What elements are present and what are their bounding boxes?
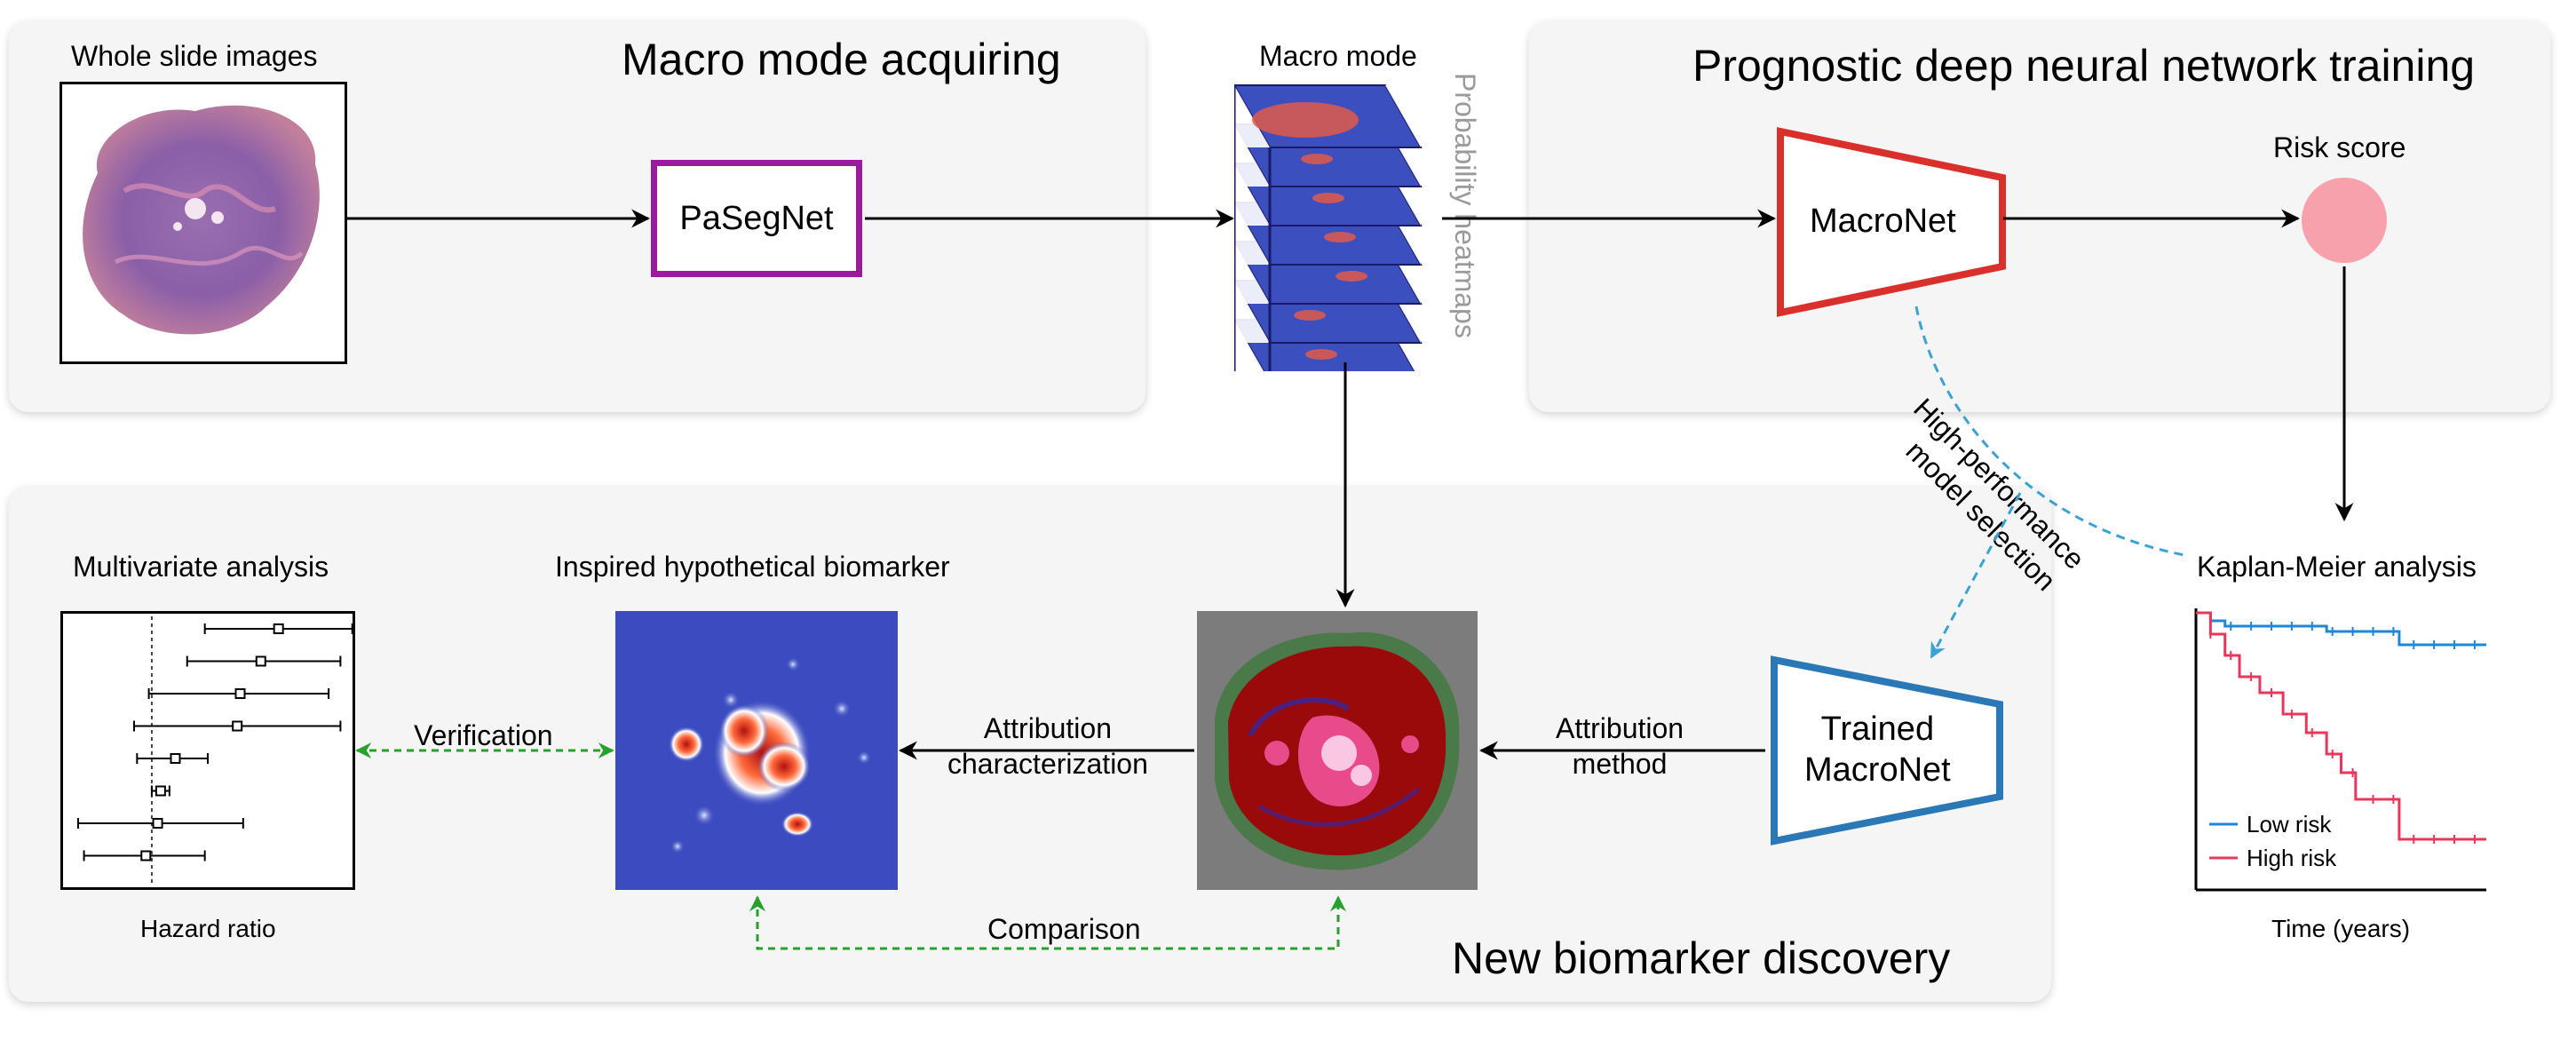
hazard-estimate-point [170, 753, 181, 764]
low-risk-curve [2196, 611, 2486, 647]
attribution-characterization-line1: Attribution [983, 712, 1112, 744]
hazard-estimate-point [140, 850, 152, 861]
legend-low-risk: Low risk [2247, 811, 2332, 838]
verification-label: Verification [414, 719, 553, 751]
comparison-label: Comparison [987, 913, 1141, 945]
hazard-estimate-point [155, 785, 166, 797]
legend-high-risk: High risk [2247, 845, 2337, 871]
trained-macronet-label: Trained MacroNet [1804, 709, 1951, 790]
pasegnet-box: PaSegNet [651, 160, 862, 277]
training-section-title: Prognostic deep neural network training [1692, 41, 2476, 91]
hazard-estimate-point [152, 818, 163, 829]
km-plot [2194, 608, 2486, 892]
hazard-estimate-point [234, 688, 246, 699]
risk-score-label: Risk score [2273, 131, 2406, 163]
trained-macronet-line1: Trained [1820, 711, 1935, 748]
macro-section-title: Macro mode acquiring [622, 35, 1061, 84]
attribution-method-line2: method [1572, 748, 1668, 780]
inspired-biomarker-label: Inspired hypothetical biomarker [555, 551, 950, 583]
macronet-label: MacroNet [1810, 202, 1956, 240]
km-xlabel: Time (years) [2271, 915, 2411, 942]
trained-macronet-trapezoid [1771, 655, 2003, 845]
risk-score-circle [2302, 178, 2387, 263]
km-label: Kaplan-Meier analysis [2197, 551, 2477, 583]
pasegnet-label: PaSegNet [679, 199, 834, 237]
heatmap-stack-icon [1234, 84, 1423, 371]
trained-macronet-line2: MacroNet [1804, 751, 1951, 789]
hazard-estimate-point [273, 623, 284, 634]
attribution-method-label: Attribution method [1556, 711, 1684, 782]
wsi-label: Whole slide images [71, 40, 318, 72]
hazard-estimate-point [232, 720, 243, 732]
hazard-estimate-point [255, 655, 266, 667]
attribution-characterization-line2: characterization [947, 748, 1148, 780]
macronet-trapezoid [1777, 127, 2006, 317]
hazard-ratio-label: Hazard ratio [140, 915, 276, 942]
probability-heatmaps-label: Probability heatmaps [1449, 73, 1481, 338]
tissue-slide-image [83, 105, 320, 335]
multivariate-label: Multivariate analysis [73, 551, 329, 583]
macro-mode-label: Macro mode [1259, 40, 1417, 72]
attribution-map-image [1197, 611, 1478, 890]
wsi-image-frame [59, 82, 347, 364]
attribution-characterization-label: Attribution characterization [947, 711, 1148, 782]
inspired-biomarker-heatmap [615, 611, 898, 890]
attribution-method-line1: Attribution [1556, 712, 1684, 744]
forest-plot [60, 611, 355, 890]
high-risk-curve [2196, 611, 2486, 841]
discovery-section-title: New biomarker discovery [1452, 933, 1951, 983]
